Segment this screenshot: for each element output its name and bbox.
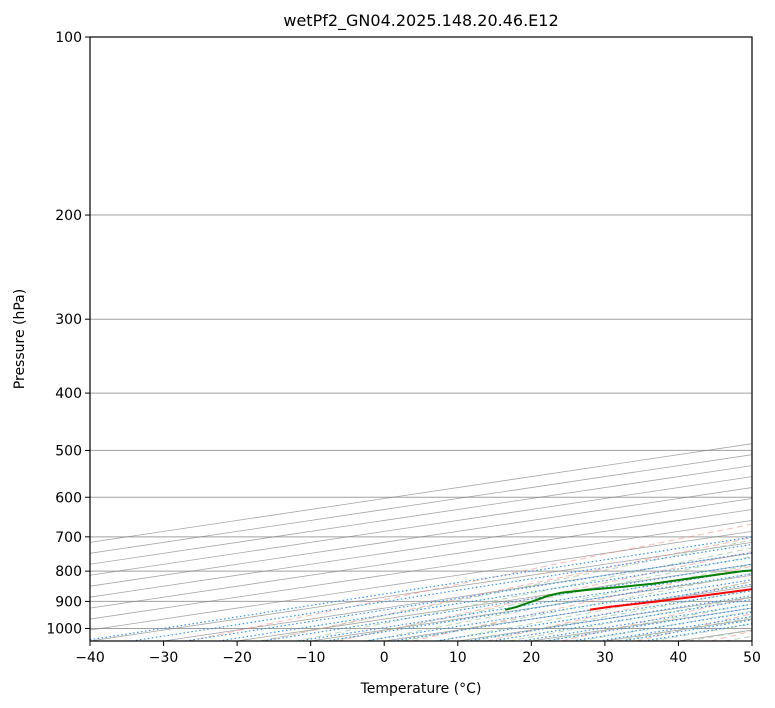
y-tick-label: 600 <box>55 490 82 506</box>
mixing-ratio-line <box>131 543 752 641</box>
isotherm-line <box>90 443 752 543</box>
x-tick-label: −20 <box>222 650 252 666</box>
y-axis: 100 200 300 400 500 600 700 800 900 1000 <box>46 30 90 637</box>
x-tick-label: 10 <box>449 650 467 666</box>
mixing-ratio-line <box>491 598 752 641</box>
x-tick-label: 40 <box>670 650 688 666</box>
x-tick-label: 0 <box>380 650 389 666</box>
y-tick-label: 1000 <box>46 621 82 637</box>
y-tick-label: 400 <box>55 386 82 402</box>
y-tick-label: 900 <box>55 594 82 610</box>
isotherm-line <box>90 454 752 554</box>
isotherm-line <box>90 530 752 631</box>
isotherm-line <box>90 498 752 598</box>
isotherm-line <box>90 476 752 576</box>
y-tick-label: 200 <box>55 208 82 224</box>
plot-frame <box>89 36 753 642</box>
moist-adiabat <box>402 572 752 641</box>
mixing-ratio-line <box>466 595 752 641</box>
x-tick-label: −30 <box>149 650 179 666</box>
plot-area: 0.10.20.40.611.52346810131620253036-100-… <box>90 37 752 641</box>
x-axis: −40 −30 −20 −10 0 10 20 30 40 50 <box>75 641 761 666</box>
chart-title: wetPf2_GN04.2025.148.20.46.E12 <box>283 11 558 31</box>
x-tick-label: −40 <box>75 650 105 666</box>
x-tick-label: −10 <box>296 650 326 666</box>
moist-adiabat <box>295 547 752 641</box>
mixing-ratio-line <box>545 607 752 641</box>
x-tick-label: 30 <box>596 650 614 666</box>
x-tick-label: 20 <box>522 650 540 666</box>
dewpoint-line <box>504 569 752 611</box>
y-axis-label: Pressure (hPa) <box>12 289 28 389</box>
isotherm-line <box>90 487 752 587</box>
mixing-ratio-line <box>521 603 752 641</box>
isotherm-line <box>90 520 752 620</box>
isotherm-line <box>90 465 752 565</box>
y-tick-label: 500 <box>55 443 82 459</box>
mixing-ratio-line <box>572 611 752 641</box>
y-tick-label: 700 <box>55 530 82 546</box>
mixing-ratio-line <box>185 552 752 641</box>
x-axis-label: Temperature (°C) <box>360 681 482 697</box>
dry-adiabat <box>188 523 752 641</box>
isotherm-line <box>90 509 752 609</box>
y-tick-label: 100 <box>55 30 82 46</box>
dry-adiabat <box>263 537 752 641</box>
y-tick-label: 300 <box>55 312 82 328</box>
mixing-ratio-line <box>218 557 752 641</box>
y-tick-label: 800 <box>55 564 82 580</box>
mixing-ratio-line <box>90 536 752 641</box>
x-tick-label: 50 <box>743 650 761 666</box>
